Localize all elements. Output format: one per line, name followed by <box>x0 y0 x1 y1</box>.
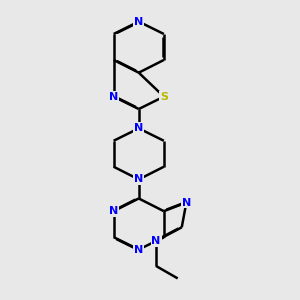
Text: N: N <box>109 206 118 216</box>
Text: N: N <box>134 244 143 255</box>
Text: N: N <box>134 16 143 27</box>
Text: S: S <box>160 92 168 102</box>
Text: N: N <box>134 174 143 184</box>
Text: N: N <box>182 197 191 208</box>
Text: N: N <box>109 92 118 102</box>
Text: N: N <box>152 236 161 246</box>
Text: N: N <box>134 123 143 134</box>
